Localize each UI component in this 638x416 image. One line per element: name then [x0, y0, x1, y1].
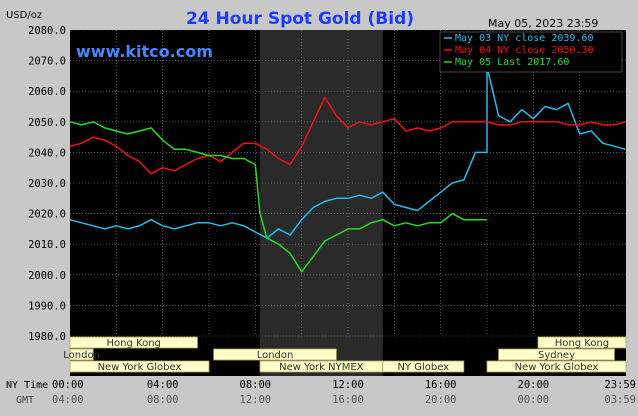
y-axis-ticks: 1980.0 1990.0 2000.0 2010.0 2020.0 2030.0 2040… [28, 25, 66, 343]
series-line-0 [69, 65, 626, 239]
x-tick-gmt-5: 00:00 [518, 394, 550, 406]
watermark: www.kitco.com [76, 42, 213, 61]
y-unit-label: USD/oz [6, 10, 42, 21]
x-tick-ny-5: 20:00 [518, 379, 550, 391]
x-axis-ny-label: NY Time [6, 380, 48, 391]
x-tick-gmt-0: 04:00 [52, 394, 84, 406]
x-tick-ny-0: 00:00 [52, 379, 84, 391]
session-bar-5-0 [382, 360, 465, 373]
price-lines [69, 65, 626, 273]
x-tick-ny-3: 12:00 [332, 379, 364, 391]
x-tick-gmt-1: 08:00 [147, 394, 179, 406]
y-tick-7: 2050.0 [28, 117, 66, 129]
session-label-3-0: New York Globex [98, 362, 182, 373]
session-bar-2-0 [498, 348, 615, 361]
y-tick-3: 2010.0 [28, 239, 66, 251]
x-axis-ticks: 00:00 04:00 04:00 08:00 08:00 12:00 12:00 16:00… [52, 379, 636, 406]
grid-lines [70, 29, 626, 337]
x-tick-ny-2: 08:00 [240, 379, 272, 391]
x-tick-gmt-4: 20:00 [425, 394, 457, 406]
y-tick-9: 2070.0 [28, 56, 66, 68]
chart-title: 24 Hour Spot Gold (Bid) [186, 9, 414, 29]
session-label-4-0: New York NYMEX [279, 362, 364, 373]
y-tick-8: 2060.0 [28, 86, 66, 98]
session-bar-3-0 [69, 360, 210, 373]
x-tick-gmt-6: 03:59 [604, 394, 636, 406]
session-label-5-0: NY Globex [397, 362, 449, 373]
session-bar-3-1 [486, 360, 627, 373]
series-line-2 [69, 121, 487, 273]
x-tick-gmt-2: 12:00 [240, 394, 272, 406]
y-tick-1: 1990.0 [28, 300, 66, 312]
session-bar-0-1 [537, 336, 627, 349]
x-axis-gmt-label: GMT [16, 395, 34, 406]
session-label-0-0: Hong Kong [107, 338, 161, 349]
x-tick-gmt-3: 16:00 [332, 394, 364, 406]
y-tick-2: 2000.0 [28, 270, 66, 282]
session-label-2-0: Sydney [538, 350, 575, 361]
y-tick-0: 1980.0 [28, 331, 66, 343]
x-tick-ny-6: 23:59 [604, 379, 636, 391]
session-bar-0-0 [69, 336, 198, 349]
y-tick-4: 2020.0 [28, 209, 66, 221]
legend-entry-2: May 05 Last 2017.60 [455, 57, 569, 68]
session-label-1-0: London [63, 350, 100, 361]
x-tick-ny-4: 16:00 [425, 379, 457, 391]
x-tick-ny-1: 04:00 [147, 379, 179, 391]
legend-entry-0: May 03 NY close 2039.60 [455, 33, 593, 44]
y-tick-5: 2030.0 [28, 178, 66, 190]
y-tick-6: 2040.0 [28, 147, 66, 159]
session-label-0-1: Hong Kong [555, 338, 609, 349]
y-tick-10: 2080.0 [28, 25, 66, 37]
session-label-1-1: London [257, 350, 294, 361]
session-bar-1-0 [69, 348, 94, 361]
series-line-1 [69, 96, 626, 175]
legend-box [439, 31, 623, 73]
legend-entry-1: May 04 NY close 2050.30 [455, 45, 593, 56]
session-bar-1-1 [213, 348, 337, 361]
legend: May 03 NY close 2039.60 May 04 NY close … [439, 31, 623, 73]
date-label: May 05, 2023 23:59 [488, 17, 598, 30]
session-label-3-1: New York Globex [515, 362, 599, 373]
